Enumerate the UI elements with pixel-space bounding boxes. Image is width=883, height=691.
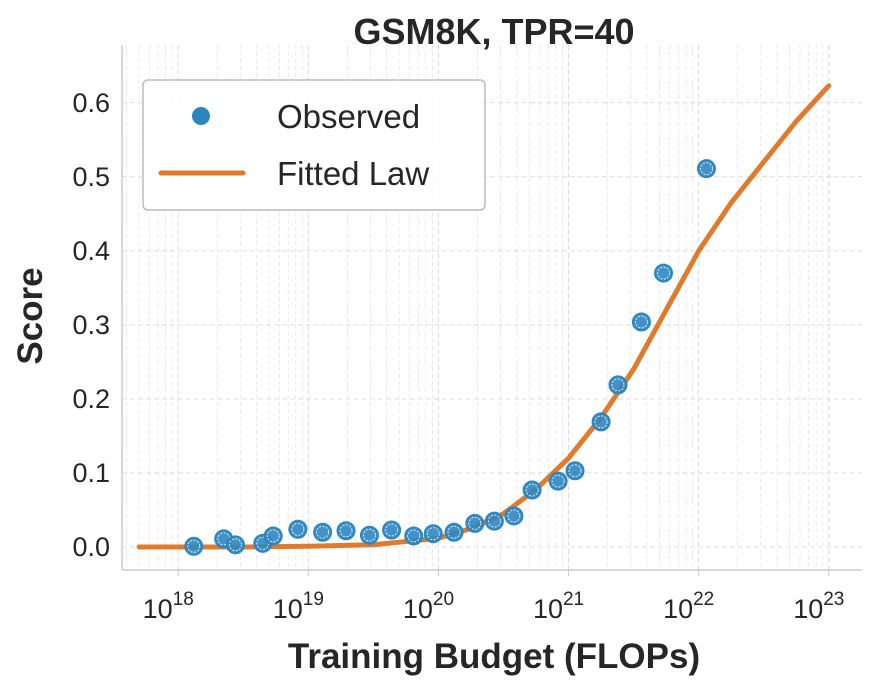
data-point-ring — [611, 378, 625, 392]
data-point-ring — [700, 162, 713, 176]
y-tick-label: 0.2 — [72, 384, 110, 414]
fitted-law-line — [136, 83, 832, 550]
data-point-ring — [363, 528, 376, 542]
y-axis-label: Score — [11, 267, 50, 364]
data-point-ring — [447, 525, 461, 539]
legend-observed-marker — [192, 107, 210, 125]
y-ticks: 0.0 0.1 0.2 0.3 0.4 0.5 0.6 — [72, 88, 110, 562]
x-tick-label: 1022 — [663, 589, 714, 624]
data-point-ring — [339, 524, 353, 538]
data-point-ring — [657, 266, 670, 280]
data-point-ring — [525, 483, 539, 497]
data-point-ring — [635, 315, 648, 329]
data-point-ring — [426, 527, 440, 541]
data-point-ring — [551, 474, 565, 488]
x-tick-label: 1019 — [273, 589, 324, 624]
y-tick-label: 0.1 — [72, 458, 110, 488]
x-tick-label: 1018 — [143, 589, 194, 624]
data-point-ring — [568, 464, 582, 478]
data-point-ring — [385, 523, 398, 537]
data-point-ring — [229, 538, 242, 552]
data-point-ring — [487, 514, 501, 528]
chart-title: GSM8K, TPR=40 — [353, 11, 634, 52]
y-tick-label: 0.0 — [72, 532, 110, 562]
legend-box — [142, 79, 486, 211]
y-tick-label: 0.3 — [72, 310, 110, 340]
x-axis-label: Training Budget (FLOPs) — [288, 637, 700, 676]
legend-fitted-label: Fitted Law — [277, 155, 429, 192]
legend-observed-label: Observed — [277, 98, 420, 135]
x-tick-label: 1020 — [403, 589, 454, 624]
data-point-ring — [594, 415, 608, 429]
x-tick-label: 1023 — [793, 589, 844, 624]
data-point-ring — [187, 539, 201, 553]
data-point-ring — [266, 529, 280, 543]
legend: Observed Fitted Law — [142, 79, 486, 211]
observed-points — [184, 159, 716, 556]
data-point-ring — [468, 516, 482, 530]
data-point-ring — [316, 525, 330, 539]
y-tick-label: 0.5 — [72, 162, 110, 192]
x-ticks: 1018 1019 1020 1021 1022 1023 — [143, 570, 844, 624]
y-tick-label: 0.4 — [72, 236, 110, 266]
y-tick-label: 0.6 — [72, 88, 110, 118]
x-tick-label: 1021 — [533, 589, 584, 624]
data-point-ring — [407, 529, 421, 543]
data-point-ring — [291, 522, 305, 536]
data-point-ring — [507, 509, 521, 523]
